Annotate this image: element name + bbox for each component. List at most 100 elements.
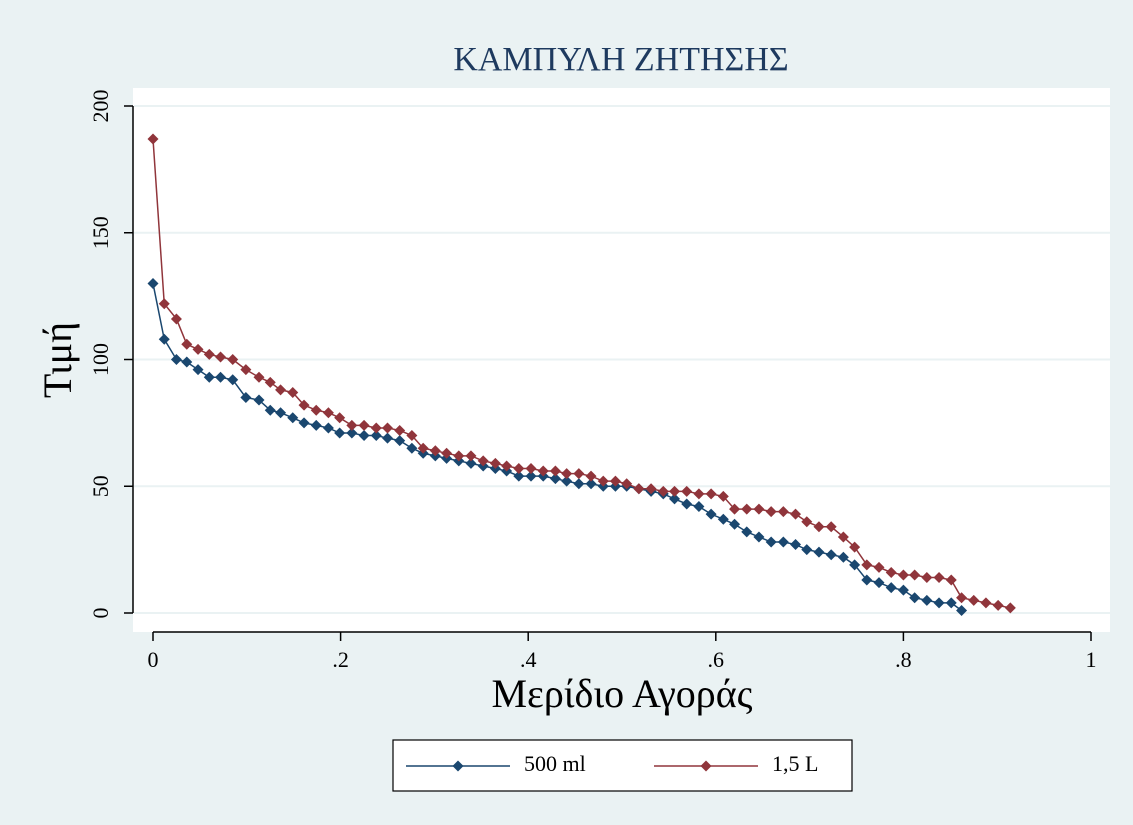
data-point: [525, 463, 537, 475]
data-point: [897, 584, 909, 596]
y-tick-label: 50: [88, 475, 113, 497]
data-point: [657, 485, 669, 497]
data-point: [1004, 602, 1016, 614]
data-point: [801, 516, 813, 528]
data-point: [215, 371, 227, 383]
data-point: [909, 569, 921, 581]
data-point: [358, 430, 370, 442]
data-point: [253, 394, 265, 406]
data-point: [181, 356, 193, 368]
data-point: [489, 457, 501, 469]
data-point: [147, 277, 159, 289]
y-axis-label: Τιμή: [35, 322, 80, 398]
data-point: [825, 521, 837, 533]
data-point: [192, 364, 204, 376]
data-point: [287, 386, 299, 398]
data-point: [585, 470, 597, 482]
data-point: [956, 592, 968, 604]
data-point: [861, 559, 873, 571]
data-point: [310, 419, 322, 431]
legend-label: 500 ml: [524, 751, 586, 776]
data-point: [741, 503, 753, 515]
data-point: [346, 419, 358, 431]
data-point: [909, 592, 921, 604]
data-point: [513, 463, 525, 475]
data-point: [334, 412, 346, 424]
data-point: [370, 422, 382, 434]
data-point: [777, 536, 789, 548]
data-point: [203, 348, 215, 360]
data-point: [837, 551, 849, 563]
data-point: [429, 445, 441, 457]
data-point: [417, 442, 429, 454]
data-point: [358, 419, 370, 431]
data-point: [334, 427, 346, 439]
data-point: [382, 432, 393, 444]
data-point: [825, 549, 837, 561]
x-tick-label: .6: [708, 647, 725, 672]
data-point: [346, 427, 358, 439]
data-point: [561, 468, 573, 480]
data-point: [192, 343, 204, 355]
y-tick-label: 0: [88, 608, 113, 619]
data-point: [240, 392, 252, 404]
data-point: [693, 488, 705, 500]
data-point: [873, 577, 885, 589]
data-point: [203, 371, 215, 383]
x-tick-label: .2: [332, 647, 349, 672]
data-point: [861, 574, 873, 586]
data-point: [681, 485, 693, 497]
data-point: [933, 597, 945, 609]
data-point: [394, 424, 406, 436]
y-tick-label: 100: [88, 343, 113, 376]
data-point: [215, 351, 227, 363]
data-point: [717, 490, 729, 502]
chart-title: ΚΑΜΠΥΛΗ ΖΗΤΗΣΗΣ: [453, 41, 788, 78]
data-point: [227, 354, 239, 365]
x-tick-label: 0: [148, 647, 159, 672]
x-axis-label: Μερίδιο Αγοράς: [491, 671, 752, 716]
data-point: [465, 450, 477, 462]
data-point: [287, 412, 299, 424]
data-point: [921, 572, 933, 584]
data-point: [801, 544, 813, 556]
data-point: [549, 465, 561, 477]
data-point: [813, 546, 825, 558]
data-point: [885, 582, 897, 594]
data-point: [885, 566, 897, 578]
data-point: [147, 133, 159, 145]
data-point: [322, 407, 334, 419]
data-point: [264, 404, 276, 416]
data-point: [465, 457, 477, 469]
data-point: [170, 354, 182, 365]
data-point: [992, 599, 1004, 611]
data-point: [322, 422, 334, 434]
data-point: [921, 594, 933, 606]
data-point: [537, 465, 549, 477]
x-tick-label: .8: [895, 647, 912, 672]
y-tick-label: 150: [88, 216, 113, 249]
data-point: [573, 468, 585, 480]
data-point: [849, 559, 861, 571]
data-point: [645, 483, 657, 495]
data-point: [765, 506, 777, 518]
data-point: [849, 541, 861, 553]
legend-marker: [452, 760, 464, 772]
data-point: [633, 483, 645, 495]
data-point: [298, 399, 310, 411]
data-point: [693, 501, 705, 513]
data-point: [933, 572, 945, 584]
data-point: [382, 422, 393, 434]
data-point: [585, 478, 597, 490]
x-tick-label: .4: [520, 647, 537, 672]
data-point: [264, 376, 276, 388]
data-point: [240, 364, 252, 376]
data-point: [453, 450, 465, 462]
data-point: [170, 313, 182, 325]
data-point: [729, 518, 741, 530]
data-point: [501, 460, 513, 472]
data-point: [513, 470, 525, 482]
data-point: [873, 561, 885, 573]
data-point: [525, 470, 537, 482]
data-point: [968, 594, 980, 606]
